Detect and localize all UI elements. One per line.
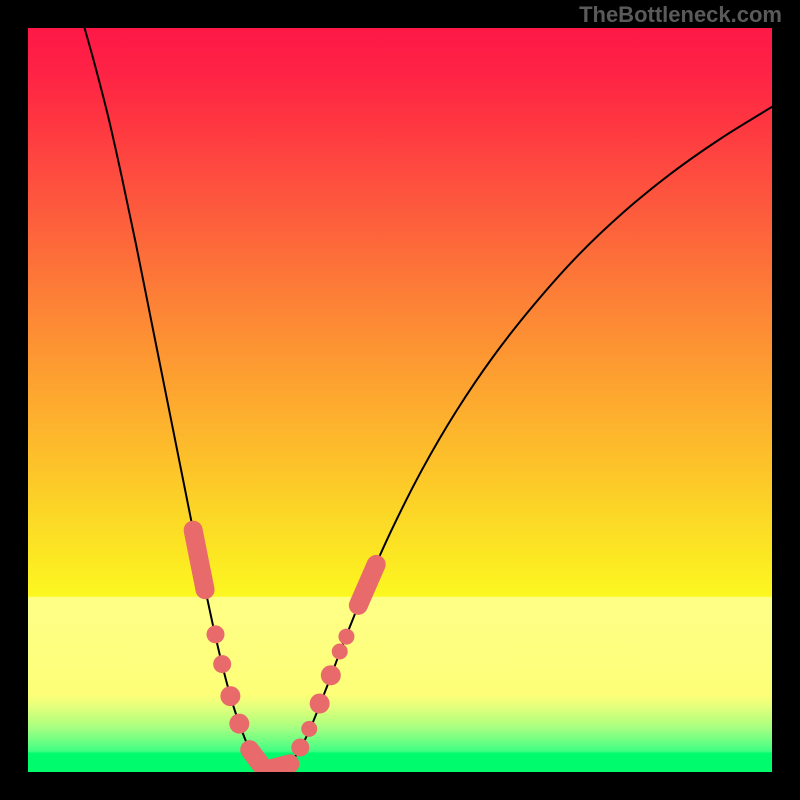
chart-stage: TheBottleneck.com <box>0 0 800 800</box>
data-marker-cluster <box>250 750 261 765</box>
data-marker <box>291 738 309 756</box>
data-marker <box>220 686 240 706</box>
data-marker <box>206 625 224 643</box>
data-marker <box>213 655 231 673</box>
data-marker <box>332 643 348 659</box>
data-marker <box>338 629 354 645</box>
data-marker-cluster <box>193 530 205 590</box>
bottleneck-curve <box>85 28 772 768</box>
chart-svg <box>28 28 772 772</box>
data-marker <box>229 714 249 734</box>
data-marker <box>301 721 317 737</box>
data-marker-cluster <box>358 564 376 605</box>
plot-area <box>28 28 772 772</box>
data-marker <box>310 694 330 714</box>
data-marker <box>321 665 341 685</box>
watermark-text: TheBottleneck.com <box>579 2 782 28</box>
data-marker-cluster <box>270 764 290 769</box>
